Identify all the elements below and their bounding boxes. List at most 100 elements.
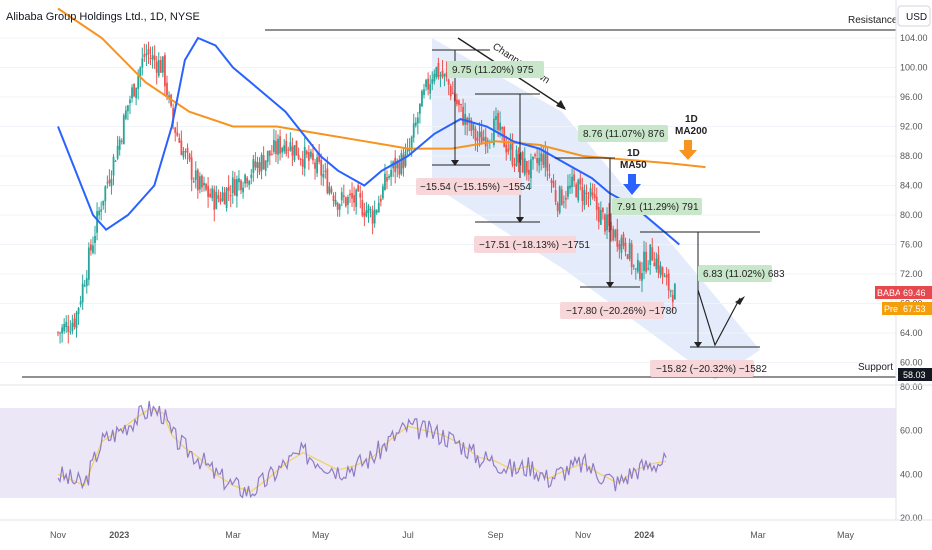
y-tick-label: 76.00 <box>900 239 923 249</box>
candle-body <box>599 209 602 225</box>
candle-body <box>375 210 378 213</box>
candle-body <box>396 160 399 169</box>
rsi-tick-label: 20.00 <box>900 513 923 523</box>
candle-body <box>240 180 242 191</box>
candle-body <box>270 154 273 156</box>
candle-body <box>98 210 101 216</box>
candle-body <box>386 177 388 182</box>
candle-body <box>612 228 615 241</box>
candle-body <box>484 136 487 147</box>
candle-body <box>139 67 142 77</box>
candle-body <box>404 151 407 167</box>
candle-body <box>433 73 436 82</box>
candle-body <box>285 140 288 154</box>
candle-body <box>143 54 146 58</box>
time-axis[interactable]: Nov 2023 Mar May Jul Sep Nov 2024 Mar May <box>50 530 855 540</box>
measure-boxes: 9.75 (11.20%) 975 8.76 (11.07%) 876 7.91… <box>416 61 785 377</box>
candle-body <box>61 327 64 334</box>
candle-body <box>297 154 300 159</box>
candle-body <box>248 180 251 185</box>
candle-body <box>482 137 485 141</box>
candle-body <box>207 185 210 197</box>
candle-body <box>310 151 312 158</box>
candle-body <box>289 142 292 151</box>
candle-body <box>320 160 323 176</box>
candle-body <box>268 150 271 156</box>
candle-body <box>69 331 72 333</box>
candle-body <box>626 254 629 259</box>
candle-body <box>57 332 59 334</box>
candle-body <box>464 113 467 125</box>
candle-body <box>441 70 444 78</box>
candle-body <box>100 209 103 212</box>
candle-body <box>449 86 452 97</box>
candle-body <box>610 221 613 231</box>
candle-body <box>550 179 553 183</box>
candle-body <box>451 92 454 95</box>
currency-button[interactable] <box>897 5 931 27</box>
candle-body <box>349 193 351 196</box>
candle-body <box>307 152 310 161</box>
pre-price-tag: 67.53 <box>903 304 926 314</box>
candle-body <box>402 154 405 169</box>
candle-body <box>213 189 216 210</box>
candle-body <box>649 244 652 265</box>
candle-body <box>394 157 397 173</box>
candle-body <box>75 312 78 329</box>
down-box-text: −17.80 (−20.26%) −1780 <box>566 306 677 317</box>
candle-body <box>83 285 86 287</box>
candle-body <box>161 56 164 73</box>
candle-body <box>421 90 423 107</box>
up-box-text: 8.76 (11.07%) 876 <box>583 129 665 140</box>
candle-body <box>515 149 518 166</box>
up-box <box>698 265 772 282</box>
candle-body <box>215 192 218 209</box>
candle-body <box>530 159 532 179</box>
candle-body <box>322 173 325 178</box>
candle-body <box>579 178 582 185</box>
candle-body <box>425 79 427 88</box>
candle-body <box>127 105 129 112</box>
price-scale[interactable] <box>896 0 932 550</box>
y-tick-label: 104.00 <box>900 33 928 43</box>
candle-body <box>118 139 121 150</box>
candle-body <box>509 144 512 150</box>
candle-body <box>357 185 360 192</box>
candle-body <box>501 126 504 130</box>
candle-body <box>443 74 446 76</box>
candle-body <box>151 55 154 60</box>
candle-body <box>665 274 668 278</box>
candle-body <box>316 157 318 174</box>
candle-body <box>381 186 384 199</box>
time-label: May <box>837 530 855 540</box>
y-tick-label: 80.00 <box>900 210 923 220</box>
up-box <box>578 125 668 142</box>
candle-body <box>445 72 448 78</box>
candle-body <box>373 209 376 224</box>
candle-body <box>312 153 314 161</box>
candle-body <box>661 267 664 277</box>
y-tick-label: 92.00 <box>900 121 923 131</box>
candle-body <box>583 190 586 206</box>
down-box-text: −17.51 (−18.13%) −1751 <box>479 240 590 251</box>
candle-body <box>332 195 335 202</box>
candle-body <box>416 117 419 124</box>
down-box-text: −15.82 (−20.32%) −1582 <box>656 364 767 375</box>
candle-body <box>188 153 191 160</box>
time-label: Nov <box>50 530 67 540</box>
candle-body <box>564 197 567 200</box>
candle-body <box>137 75 140 89</box>
y-tick-label: 88.00 <box>900 151 923 161</box>
support-price-tag: 58.03 <box>903 370 926 380</box>
candle-body <box>355 189 358 208</box>
candle-body <box>591 192 594 195</box>
candle-body <box>159 59 162 73</box>
candle-body <box>184 151 187 153</box>
candle-body <box>114 160 117 162</box>
projection-arrowhead <box>735 296 745 305</box>
candle-body <box>527 169 530 175</box>
candle-body <box>634 268 637 270</box>
candle-body <box>556 203 559 211</box>
candle-body <box>77 307 80 314</box>
